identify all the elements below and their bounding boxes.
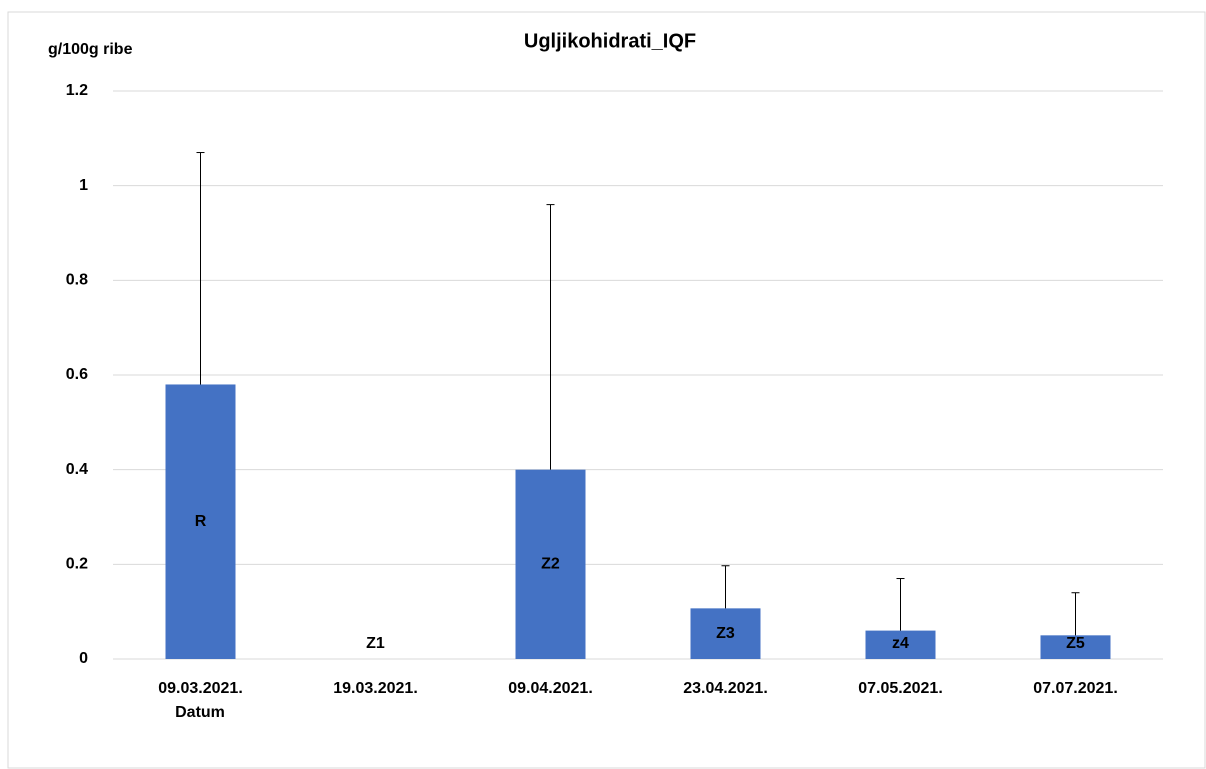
bar-label: Z5 [1066,635,1085,652]
y-tick-label: 0.6 [66,366,88,383]
x-tick-label: 19.03.2021. [333,680,418,697]
bar [865,630,936,659]
bar-label: Z2 [541,556,560,573]
bar-label: R [195,513,207,530]
chart-title: Ugljikohidrati_IQF [524,30,696,52]
bar-label: Z1 [366,635,385,652]
x-tick-label: 09.03.2021. [158,680,243,697]
y-axis-label: g/100g ribe [48,41,133,58]
x-tick-label: 07.05.2021. [858,680,943,697]
x-tick-label: 07.07.2021. [1033,680,1118,697]
bar [165,384,236,659]
y-tick-label: 0.2 [66,556,88,573]
bar-label: z4 [892,635,909,652]
y-tick-label: 0.4 [66,461,88,478]
bar [1040,635,1111,659]
x-axis-label: Datum [175,704,225,721]
x-tick-label: 23.04.2021. [683,680,768,697]
x-tick-label: 09.04.2021. [508,680,593,697]
y-tick-label: 1.2 [66,82,88,99]
bar [515,469,586,659]
bar-label: Z3 [716,625,735,642]
y-tick-label: 1 [79,177,88,194]
bar [690,608,761,659]
y-tick-label: 0 [79,650,88,667]
y-tick-label: 0.8 [66,272,88,289]
